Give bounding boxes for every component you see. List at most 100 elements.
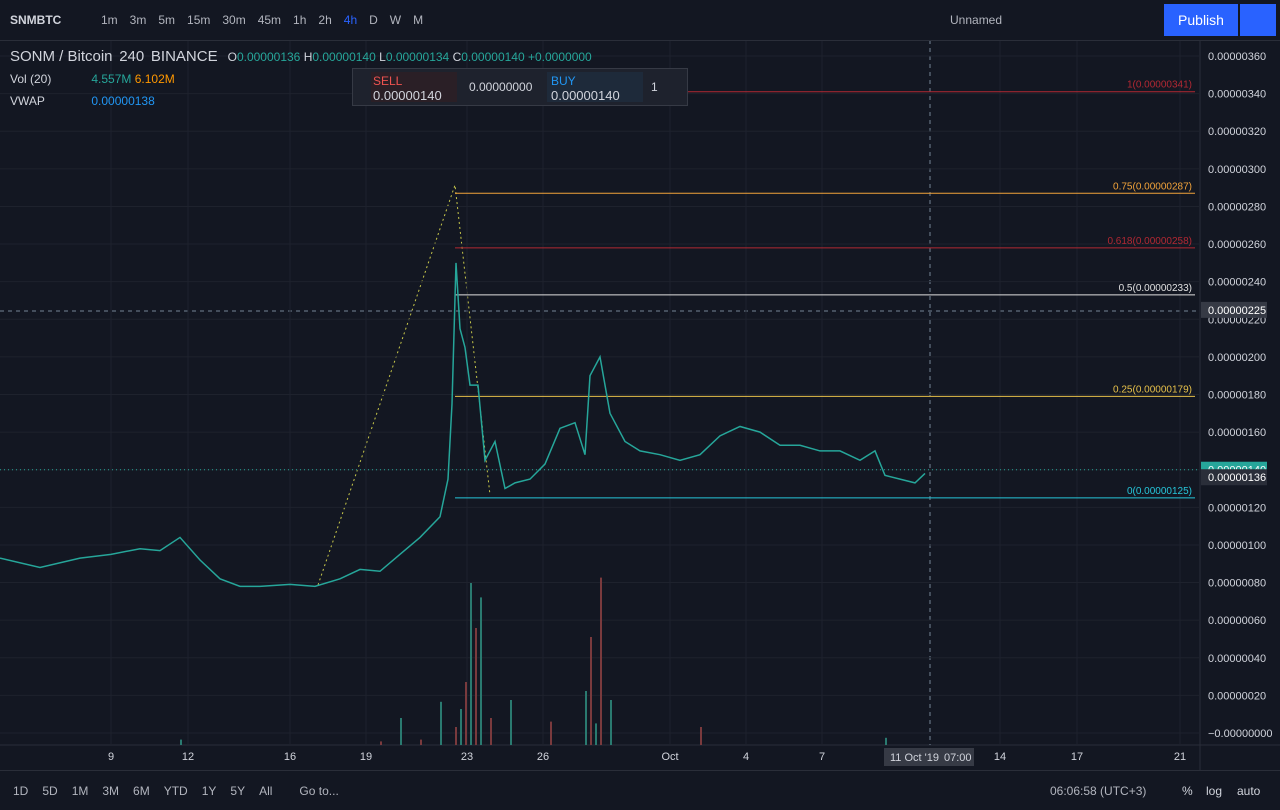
volume-bar — [490, 718, 492, 745]
interval[interactable]: 1h — [293, 13, 307, 27]
y-tick-label: 0.00000300 — [1208, 164, 1266, 176]
x-tick-label: 21 — [1174, 751, 1186, 763]
volume-bar — [460, 709, 462, 745]
x-tick-label: 9 — [108, 751, 114, 763]
y-tick-label: 0.00000260 — [1208, 239, 1266, 251]
volume-bar — [595, 723, 597, 745]
interval[interactable]: 15m — [187, 13, 211, 27]
range[interactable]: 1M — [71, 783, 89, 798]
interval[interactable]: W — [389, 13, 402, 27]
log[interactable]: log — [1206, 783, 1223, 798]
interval[interactable]: 5m — [158, 13, 176, 27]
clock: 06:06:58 (UTC+3) — [1050, 783, 1147, 798]
legend-exchange: BINANCE — [150, 48, 218, 65]
range[interactable]: 3M — [102, 783, 120, 798]
cursor-time: 07:00 — [944, 752, 972, 764]
buy-label: BUY — [551, 74, 576, 88]
y-tick-label: 0.00000040 — [1208, 653, 1266, 665]
vwap-value: 0.00000138 — [91, 94, 155, 108]
volume-bar — [180, 739, 182, 745]
y-tick-label: 0.00000360 — [1208, 51, 1266, 63]
range[interactable]: YTD — [163, 783, 188, 798]
auto[interactable]: auto — [1237, 783, 1261, 798]
fib-label: 0.25(0.00000179) — [1113, 384, 1192, 395]
interval[interactable]: 45m — [257, 13, 282, 27]
y-tick-label: 0.00000240 — [1208, 277, 1266, 289]
publish-button[interactable]: Publish — [1164, 4, 1238, 36]
x-tick-label: 23 — [461, 751, 473, 763]
goto[interactable]: Go to... — [299, 783, 339, 798]
ohlc: O0.00000136 H0.00000140 L0.00000134 C0.0… — [228, 50, 528, 64]
range[interactable]: 5Y — [230, 783, 246, 798]
interval[interactable]: 1m — [101, 13, 118, 27]
bottom-bar: 1D 5D 1M 3M 6M YTD 1Y 5Y All Go to... 06:06:58 (… — [0, 770, 1280, 810]
volume-bar — [455, 727, 457, 745]
x-tick-label: 14 — [994, 751, 1006, 763]
ohlc-value: 0.00000140 — [461, 50, 525, 64]
range[interactable]: 1D — [13, 783, 29, 798]
price-badge — [1201, 301, 1267, 318]
interval[interactable]: 2h — [318, 13, 332, 27]
symbol[interactable]: SNMBTC — [10, 13, 62, 27]
x-tick-label: 16 — [284, 751, 296, 763]
legend-title: SONM / Bitcoin — [10, 48, 113, 65]
x-tick-label: 4 — [743, 751, 749, 763]
trade-widget: SELL 0.00000140 0.00000000 BUY 0.00000140 … — [352, 68, 688, 106]
chart: 0.00000360 0.00000340 0.00000320 0.00000300… — [0, 40, 1280, 770]
price-badge-label: 0.00000225 — [1208, 305, 1266, 317]
y-tick-label: 0.00000160 — [1208, 427, 1266, 439]
price-badge — [1201, 469, 1267, 486]
layout-name[interactable]: Unnamed — [950, 13, 1003, 27]
sell-box[interactable]: SELL 0.00000140 — [371, 72, 457, 103]
spread: 0.00000000 — [469, 80, 533, 94]
y-tick-label: 0.00000120 — [1208, 502, 1266, 514]
qty[interactable]: 1 — [651, 80, 658, 94]
fib-label: 0(0.00000125) — [1127, 486, 1192, 497]
interval[interactable]: 3m — [129, 13, 147, 27]
buy-box[interactable]: BUY 0.00000140 — [547, 72, 643, 103]
y-tick-label: 0.00000080 — [1208, 578, 1266, 590]
fib-label: 0.75(0.00000287) — [1113, 181, 1192, 192]
vol-b: 6.102M — [134, 72, 175, 86]
range[interactable]: All — [259, 783, 273, 798]
interval[interactable]: M — [413, 13, 424, 27]
cursor-date-bg — [884, 748, 974, 766]
y-tick-label: 0.00000180 — [1208, 390, 1266, 402]
ohlc-value: 0.00000136 — [236, 50, 301, 64]
volume-bar — [475, 628, 477, 745]
range[interactable]: 5D — [42, 783, 58, 798]
x-tick-label: 26 — [537, 751, 549, 763]
interval[interactable]: D — [369, 13, 378, 27]
x-tick-label: Oct — [661, 751, 678, 763]
change: +0.0000000 — [527, 50, 592, 64]
y-tick-label: 0.00000280 — [1208, 201, 1266, 213]
ohlc-value: 0.00000134 — [385, 50, 450, 64]
y-tick-label: 0.00000340 — [1208, 89, 1266, 101]
volume-bar — [400, 718, 402, 745]
interval[interactable]: 30m — [222, 13, 246, 27]
volume-bar — [480, 597, 482, 745]
ohlc-key: O — [227, 50, 237, 64]
volume-bar — [420, 739, 422, 745]
ohlc-value: 0.00000140 — [312, 50, 376, 64]
price-line — [0, 262, 926, 588]
fib-label: 0.618(0.00000258) — [1107, 236, 1192, 247]
legend-interval: 240 — [119, 48, 145, 65]
volume-bar — [610, 700, 612, 745]
range[interactable]: 6M — [133, 783, 150, 798]
fib-label: 0.5(0.00000233) — [1119, 283, 1192, 294]
x-tick-label: 12 — [182, 751, 194, 763]
x-tick-label: 19 — [360, 751, 372, 763]
cursor-date: 11 Oct '19 — [890, 752, 939, 764]
volume-bar — [585, 691, 587, 745]
percent[interactable]: % — [1182, 783, 1193, 798]
buy-price: 0.00000140 — [551, 88, 620, 103]
volume-bar — [590, 637, 592, 745]
play-button[interactable] — [1240, 4, 1276, 36]
range[interactable]: 1Y — [201, 783, 217, 798]
intervals: 1m 3m 5m 15m 30m 45m 1h 2h 4h D W M — [95, 13, 429, 27]
sell-price: 0.00000140 — [373, 88, 442, 103]
x-tick-label: 7 — [819, 751, 825, 763]
interval[interactable]: 4h — [343, 13, 358, 27]
